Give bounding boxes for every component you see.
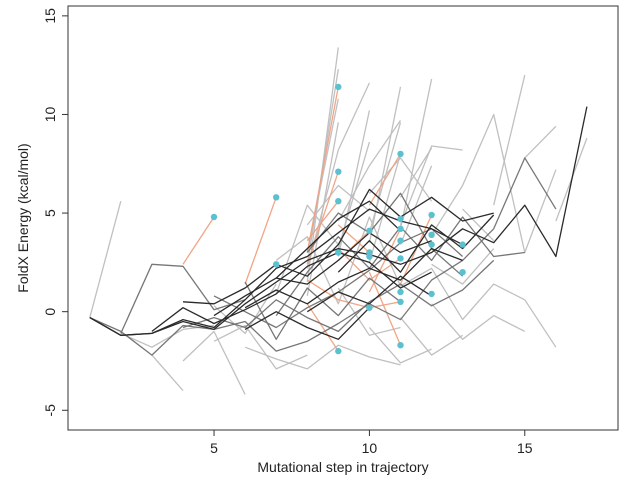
trajectory-line-orange-66 bbox=[306, 279, 401, 309]
trajectory-line-orange-58 bbox=[306, 200, 339, 242]
trajectory-endpoint-8 bbox=[366, 227, 373, 234]
x-axis-title: Mutational step in trajectory bbox=[257, 459, 428, 475]
trajectory-line-mid-11 bbox=[120, 263, 246, 334]
trajectory-line-light-21 bbox=[213, 324, 308, 370]
trajectory-endpoint-5 bbox=[335, 198, 342, 205]
trajectory-line-light-52 bbox=[399, 147, 433, 198]
y-tick-label: 0 bbox=[42, 308, 58, 316]
trajectory-line-light-33 bbox=[368, 122, 402, 233]
trajectory-endpoint-23 bbox=[428, 290, 435, 298]
trajectory-line-light-40 bbox=[493, 74, 526, 206]
trajectory-endpoint-13 bbox=[397, 215, 404, 223]
trajectory-line-orange-67 bbox=[337, 248, 401, 281]
trajectory-line-light-23 bbox=[275, 216, 557, 348]
trajectory-endpoint-7 bbox=[335, 347, 342, 355]
trajectory-line-light-51 bbox=[213, 283, 277, 335]
trajectory-endpoint-2 bbox=[273, 261, 280, 268]
trajectory-line-light-39 bbox=[462, 113, 557, 254]
trajectory-line-dark-5 bbox=[244, 247, 463, 309]
x-axis: 5 10 15 bbox=[210, 430, 533, 456]
x-tick-label: 5 bbox=[210, 440, 218, 456]
trajectory-endpoint-11 bbox=[366, 304, 373, 311]
trajectory-line-dark-6 bbox=[275, 200, 401, 279]
trajectory-line-orange-64 bbox=[368, 271, 402, 346]
trajectory-line-light-20 bbox=[182, 330, 246, 395]
y-axis-title: FoldX Energy (kcal/mol) bbox=[15, 143, 31, 292]
trajectory-line-orange-55 bbox=[244, 197, 277, 285]
trajectory-endpoint-17 bbox=[397, 288, 404, 296]
trajectory-line-light-36 bbox=[399, 165, 433, 245]
trajectory-line-light-49 bbox=[306, 184, 370, 226]
trajectory-line-dark-9 bbox=[337, 214, 495, 273]
trajectory-line-orange-59 bbox=[306, 303, 339, 352]
trajectory-endpoint-0 bbox=[210, 213, 218, 221]
trajectory-endpoint-20 bbox=[428, 211, 435, 219]
trajectory-line-light-45 bbox=[399, 317, 463, 356]
trajectory-endpoint-1 bbox=[273, 194, 280, 201]
trajectory-line-dark-4 bbox=[213, 232, 432, 317]
trajectory-line-orange-63 bbox=[368, 153, 402, 206]
trajectory-endpoint-15 bbox=[397, 237, 404, 244]
trajectory-endpoint-24 bbox=[459, 241, 466, 248]
y-tick-label: -5 bbox=[42, 404, 58, 417]
trajectory-line-light-37 bbox=[399, 145, 463, 226]
y-axis: -5 0 5 10 15 bbox=[42, 8, 68, 417]
y-tick-label: 15 bbox=[42, 8, 58, 24]
trajectory-line-light-53 bbox=[368, 157, 433, 202]
y-tick-label: 5 bbox=[42, 209, 58, 217]
trajectory-line-dark-2 bbox=[151, 251, 432, 332]
trajectory-line-light-48 bbox=[462, 208, 495, 242]
trajectory-endpoint-14 bbox=[397, 225, 404, 232]
endpoints-layer bbox=[210, 83, 466, 355]
trajectory-line-light-22 bbox=[244, 344, 401, 370]
y-tick-label: 10 bbox=[42, 106, 58, 122]
trajectory-line-dark-1 bbox=[89, 106, 588, 336]
plot-frame bbox=[67, 5, 619, 431]
trajectory-line-orange-56 bbox=[306, 86, 339, 253]
trajectory-line-light-17 bbox=[89, 201, 122, 318]
trajectory-line-light-44 bbox=[368, 327, 432, 364]
trajectory-line-light-19 bbox=[151, 354, 184, 392]
series-layer bbox=[89, 47, 588, 395]
trajectory-endpoint-19 bbox=[397, 342, 404, 349]
trajectory-line-light-28 bbox=[306, 82, 370, 269]
trajectory-line-orange-54 bbox=[182, 216, 215, 265]
trajectory-line-dark-3 bbox=[182, 188, 494, 305]
trajectory-line-dark-7 bbox=[306, 275, 432, 313]
trajectory-line-dark-8 bbox=[244, 307, 370, 340]
trajectory-line-orange-57 bbox=[306, 171, 339, 265]
trajectory-endpoint-12 bbox=[397, 150, 404, 158]
trajectory-line-light-47 bbox=[431, 248, 495, 285]
trajectory-endpoint-6 bbox=[335, 249, 342, 256]
trajectory-endpoint-3 bbox=[335, 83, 342, 91]
trajectory-line-light-34 bbox=[368, 153, 402, 263]
trajectory-line-light-38 bbox=[431, 185, 464, 236]
trajectory-line-mid-10 bbox=[89, 157, 557, 356]
trajectory-line-mid-15 bbox=[306, 192, 464, 277]
trajectory-line-light-31 bbox=[337, 120, 402, 222]
x-tick-label: 15 bbox=[517, 440, 533, 456]
trajectory-line-light-30 bbox=[337, 110, 371, 257]
trajectory-endpoint-16 bbox=[397, 255, 404, 262]
trajectory-endpoint-25 bbox=[459, 269, 466, 276]
x-tick-label: 10 bbox=[362, 440, 378, 456]
trajectory-line-mid-12 bbox=[182, 259, 495, 333]
trajectory-endpoint-21 bbox=[428, 231, 435, 238]
trajectory-endpoint-22 bbox=[428, 241, 435, 248]
trajectory-endpoint-4 bbox=[335, 168, 342, 175]
trajectory-endpoint-18 bbox=[397, 298, 404, 305]
trajectory-line-light-41 bbox=[524, 125, 557, 159]
trajectory-endpoint-10 bbox=[366, 253, 373, 260]
trajectory-line-light-46 bbox=[431, 303, 526, 340]
